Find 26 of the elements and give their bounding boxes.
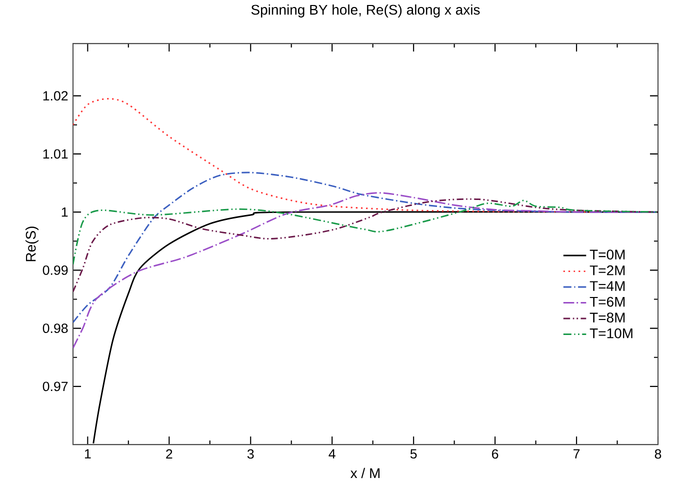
y-axis-title: Re(S) (25, 226, 39, 262)
x-tick-label: 3 (247, 449, 254, 459)
line-series (73, 200, 658, 266)
x-tick-label: 4 (328, 449, 336, 459)
x-tick-label: 7 (574, 449, 580, 459)
legend-label: T=8M (590, 312, 625, 323)
legend-label: T=4M (590, 281, 625, 292)
chart-title: Spinning BY hole, Re(S) along x axis (251, 4, 480, 18)
line-series (73, 172, 658, 324)
x-axis-title: x / M (350, 468, 380, 478)
x-tick-label: 1 (84, 449, 91, 459)
y-tick-label: 0.98 (42, 324, 68, 334)
legend-label: T=0M (590, 250, 625, 260)
y-tick-label: 0.99 (42, 266, 68, 276)
y-tick-label: 1.02 (43, 91, 68, 101)
x-tick-label: 8 (654, 449, 662, 459)
x-tick-label: 6 (492, 449, 498, 459)
x-tick-label: 2 (166, 449, 172, 459)
x-tick-label: 5 (410, 449, 417, 459)
legend-label: T=10M (590, 328, 632, 339)
y-tick-label: 0.97 (42, 382, 68, 392)
legend-label: T=2M (590, 266, 625, 276)
y-tick-label: 1 (62, 208, 68, 217)
line-series (73, 198, 658, 293)
y-tick-label: 1.01 (43, 149, 68, 159)
legend-label: T=6M (590, 297, 625, 307)
